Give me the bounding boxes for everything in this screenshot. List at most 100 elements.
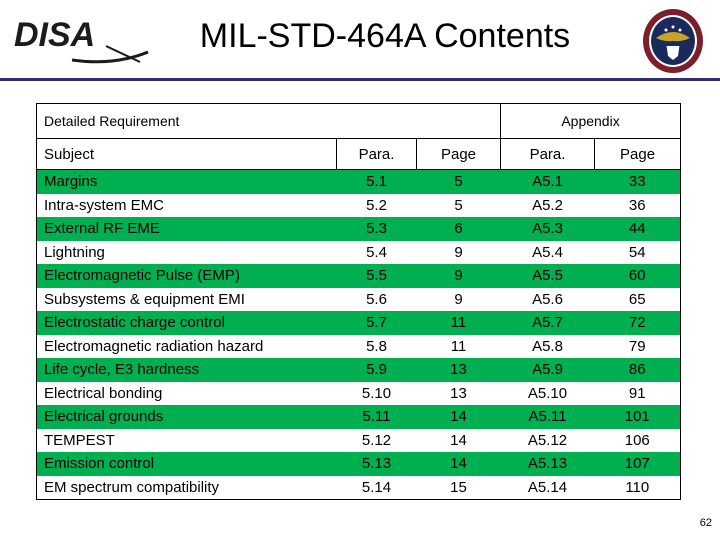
subject-cell: EM spectrum compatibility [36,475,337,500]
page-cell: 6 [416,217,501,241]
group-label-detailed-requirement: Detailed Requirement [35,103,502,139]
para-cell: 5.5 [336,264,417,288]
appendix-para-cell: A5.13 [500,452,595,476]
subject-cell: Electrostatic charge control [36,311,337,335]
para-cell: 5.13 [336,452,417,476]
appendix-page-cell: 101 [594,405,682,429]
dod-seal-icon [643,9,703,73]
table-row: Subsystems & equipment EMI 5.6 9 A5.6 65 [36,287,682,311]
column-header-para: Para. [336,138,417,170]
appendix-page-cell: 72 [594,311,682,335]
subject-cell: Electromagnetic radiation hazard [36,334,337,358]
page-cell: 13 [416,358,501,382]
page-cell: 14 [416,405,501,429]
subject-cell: Intra-system EMC [36,193,337,217]
disa-logo-icon: DISA [14,16,149,64]
subject-cell: Electrical bonding [36,381,337,405]
page-cell: 5 [416,169,501,194]
subject-cell: Lightning [36,240,337,264]
table-row: Lightning 5.4 9 A5.4 54 [36,240,682,264]
appendix-page-cell: 65 [594,287,682,311]
appendix-para-cell: A5.9 [500,358,595,382]
appendix-para-cell: A5.8 [500,334,595,358]
contents-table-body: Detailed Requirement Appendix Subject Pa… [35,103,682,500]
page-cell: 9 [416,264,501,288]
column-header-subject: Subject [36,138,337,170]
page-cell: 11 [416,334,501,358]
slide-header: DISA MIL-STD-464A Contents [0,0,720,81]
table-row: Electrical bonding 5.10 13 A5.10 91 [36,381,682,405]
para-cell: 5.7 [336,311,417,335]
appendix-para-cell: A5.3 [500,217,595,241]
header-divider [0,78,720,81]
appendix-para-cell: A5.14 [500,475,595,500]
table-row: Electromagnetic Pulse (EMP) 5.5 9 A5.5 60 [36,264,682,288]
table-row: TEMPEST 5.12 14 A5.12 106 [36,428,682,452]
appendix-page-cell: 36 [594,193,682,217]
para-cell: 5.8 [336,334,417,358]
contents-table: Detailed Requirement Appendix Subject Pa… [35,103,682,500]
table-row: Electrostatic charge control 5.7 11 A5.7 72 [36,311,682,335]
page-cell: 13 [416,381,501,405]
appendix-page-cell: 91 [594,381,682,405]
page-cell: 11 [416,311,501,335]
appendix-page-cell: 106 [594,428,682,452]
column-header-page: Page [415,138,502,170]
para-cell: 5.14 [336,475,417,500]
para-cell: 5.11 [336,405,417,429]
appendix-page-cell: 44 [594,217,682,241]
appendix-para-cell: A5.5 [500,264,595,288]
appendix-page-cell: 54 [594,240,682,264]
appendix-para-cell: A5.6 [500,287,595,311]
slide-page-number: 62 [699,517,712,529]
appendix-para-cell: A5.10 [500,381,595,405]
subject-cell: Emission control [36,452,337,476]
para-cell: 5.6 [336,287,417,311]
subject-cell: Electromagnetic Pulse (EMP) [36,264,337,288]
table-row: EM spectrum compatibility 5.14 15 A5.14 110 [36,475,682,500]
svg-text:DISA: DISA [14,16,95,54]
appendix-page-cell: 86 [594,358,682,382]
subject-cell: Life cycle, E3 hardness [36,358,337,382]
group-label-appendix: Appendix [500,103,682,139]
table-row: Emission control 5.13 14 A5.13 107 [36,452,682,476]
subject-cell: Subsystems & equipment EMI [36,287,337,311]
table-group-header-row: Detailed Requirement Appendix [35,103,682,139]
table-row: External RF EME 5.3 6 A5.3 44 [36,217,682,241]
subject-cell: Margins [36,169,337,194]
table-column-header-row: Subject Para. Page Para. Page [36,138,682,170]
page-cell: 14 [416,452,501,476]
table-row: Electrical grounds 5.11 14 A5.11 101 [36,405,682,429]
appendix-para-cell: A5.2 [500,193,595,217]
para-cell: 5.10 [336,381,417,405]
para-cell: 5.12 [336,428,417,452]
page-cell: 15 [416,475,501,500]
column-header-appendix-page: Page [594,138,682,170]
appendix-para-cell: A5.12 [500,428,595,452]
table-row: Electromagnetic radiation hazard 5.8 11 A5.… [36,334,682,358]
subject-cell: External RF EME [36,217,337,241]
appendix-page-cell: 60 [594,264,682,288]
table-row: Margins 5.1 5 A5.1 33 [36,169,682,194]
subject-cell: Electrical grounds [36,405,337,429]
para-cell: 5.2 [336,193,417,217]
appendix-para-cell: A5.4 [500,240,595,264]
appendix-page-cell: 79 [594,334,682,358]
appendix-para-cell: A5.7 [500,311,595,335]
page-cell: 5 [416,193,501,217]
para-cell: 5.4 [336,240,417,264]
appendix-para-cell: A5.1 [500,169,595,194]
page-cell: 9 [416,287,501,311]
page-cell: 9 [416,240,501,264]
subject-cell: TEMPEST [36,428,337,452]
page-cell: 14 [416,428,501,452]
para-cell: 5.9 [336,358,417,382]
column-header-appendix-para: Para. [500,138,596,170]
slide-title: MIL-STD-464A Contents [199,17,571,55]
para-cell: 5.3 [336,217,417,241]
appendix-page-cell: 33 [594,169,682,194]
appendix-page-cell: 110 [594,475,682,500]
appendix-page-cell: 107 [594,452,682,476]
table-row: Intra-system EMC 5.2 5 A5.2 36 [36,193,682,217]
para-cell: 5.1 [336,169,417,194]
